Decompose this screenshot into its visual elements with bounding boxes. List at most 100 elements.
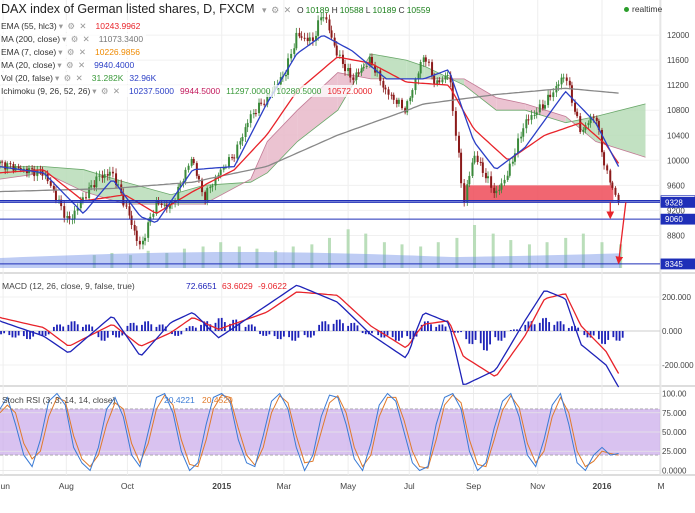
candle-body [135,230,138,241]
candle-body [617,194,620,203]
candle-body [4,162,7,170]
stoch-rsi-title: Stoch RSI (3, 3, 14, 14, close) [2,395,116,405]
volume-bar [419,246,423,268]
macd-histogram-bar [353,322,356,331]
macd-histogram-bar [150,324,153,331]
macd-histogram-bar [559,321,562,331]
candle-body [93,185,96,188]
macd-histogram-bar [338,319,341,331]
macd-histogram-bar [100,331,103,341]
macd-histogram-bar [126,325,129,331]
candle-body [433,75,436,85]
ichimoku-cloud-segment [125,182,171,205]
candle-body [315,35,318,41]
indicator-row[interactable]: Ichimoku (9, 26, 52, 26) ▾ ⚙ ✕ 10237.5000 9… [1,85,376,97]
volume-bar [545,242,549,268]
indicator-controls-icon[interactable]: ▾ ⚙ ✕ [62,34,91,44]
macd-histogram-bar [347,325,350,331]
candle-body [374,65,377,73]
candle-body [466,184,469,203]
candle-body [549,94,552,98]
candle-body [597,120,600,130]
candle-body [231,157,234,159]
candle-body [422,57,425,62]
candle-body [190,159,193,166]
macd-histogram-bar [180,331,183,335]
indicator-controls-icon[interactable]: ▾ ⚙ ✕ [92,86,122,96]
macd-value: 72.6651 [186,281,217,291]
indicator-value: 10280.5000 [276,86,322,96]
candle-body [490,176,493,188]
candle-body [81,197,84,202]
candle-body [611,182,614,188]
candle-body [535,112,538,115]
macd-histogram-bar [516,329,518,331]
candle-body [457,135,460,153]
macd-histogram-bar [441,324,444,331]
candle-body [517,138,520,154]
candle-body [120,184,123,194]
candle-body [133,225,136,231]
x-tick-label: Jun [0,481,10,491]
candle-body [414,79,417,91]
volume-bar [509,240,513,268]
candle-body [436,80,439,85]
indicator-row[interactable]: EMA (7, close) ▾ ⚙ ✕ 10226.9856 [1,46,143,58]
macd-histogram-bar [361,331,364,334]
rsi-tick-label: 25.000 [662,447,687,456]
macd-histogram-bar [438,324,441,331]
indicator-row[interactable]: MA (200, close) ▾ ⚙ ✕ 11073.3400 [1,33,147,45]
indicator-row[interactable]: MA (20, close) ▾ ⚙ ✕ 9940.4000 [1,59,138,71]
macd-histogram-bar [524,324,527,331]
title-controls-icon[interactable]: ▾ ⚙ ✕ [262,5,293,15]
macd-histogram-bar [412,331,415,340]
candle-body [76,208,79,211]
candle-body [508,163,511,176]
support-zone [464,185,614,202]
candle-body [419,61,422,74]
macd-histogram-bar [47,331,50,335]
macd-histogram-bar [409,331,412,339]
macd-histogram-bar [486,331,488,351]
price-tick-label: 11200 [667,81,689,90]
candle-body [163,204,166,206]
candle-body [308,37,311,42]
macd-histogram-bar [70,321,73,331]
indicator-controls-icon[interactable]: ▾ ⚙ ✕ [57,60,87,70]
chart-title-text: DAX index of German listed shares, D, FX… [1,2,255,16]
candle-body [263,103,266,105]
price-tick-label: 9600 [667,181,685,190]
macd-histogram-bar [500,331,503,341]
candle-body [357,72,360,74]
indicator-row[interactable]: EMA (55, hlc3) ▾ ⚙ ✕ 10243.9962 [1,20,144,32]
indicator-controls-icon[interactable]: ▾ ⚙ ✕ [58,47,88,57]
macd-histogram-bar [155,326,158,331]
candle-body [295,32,298,49]
candle-body [338,54,341,56]
macd-histogram-bar [457,331,459,333]
volume-bar [146,250,150,268]
candle-body [355,72,358,80]
x-tick-label: Oct [121,481,135,491]
volume-bar [237,246,241,268]
indicator-controls-icon[interactable]: ▾ ⚙ ✕ [58,21,88,31]
macd-histogram-bar [135,325,138,331]
candle-body [387,89,390,95]
macd-histogram-bar [401,331,403,338]
volume-bar [327,237,331,268]
candle-body [12,164,15,171]
candle-body [438,80,441,83]
macd-histogram-bar [468,331,471,344]
candle-body [557,84,560,86]
candle-body [460,152,463,184]
volume-bar [600,242,604,268]
candle-body [352,77,355,80]
candle-body [249,114,252,123]
macd-histogram-bar [545,317,547,331]
candle-body [125,205,128,207]
volume-bar [255,248,259,268]
macd-histogram-bar [450,331,453,333]
indicator-row[interactable]: Vol (20, false) ▾ ⚙ ✕ 31.282K 32.96K [1,72,160,84]
candle-body [111,171,114,174]
indicator-controls-icon[interactable]: ▾ ⚙ ✕ [54,73,84,83]
